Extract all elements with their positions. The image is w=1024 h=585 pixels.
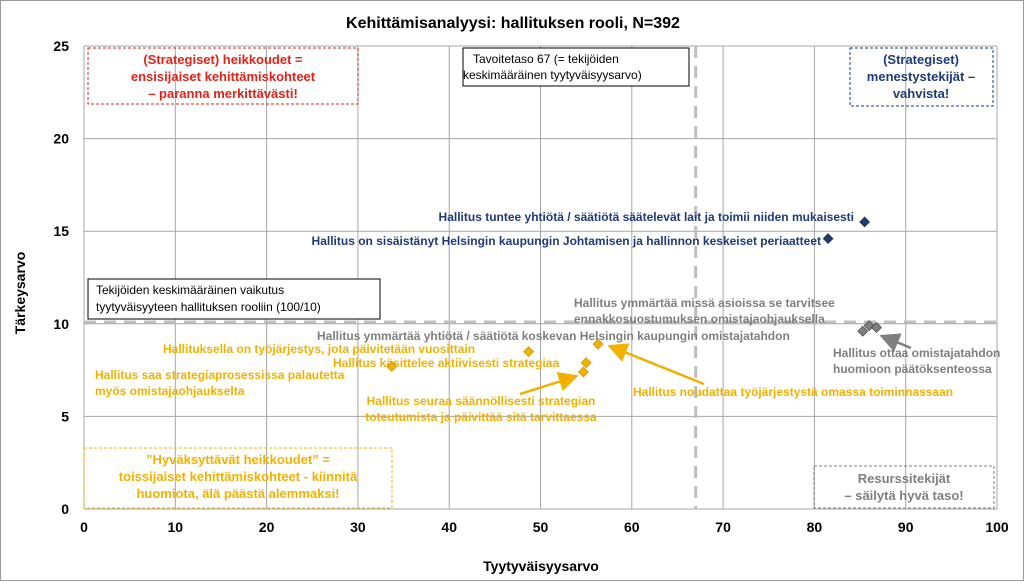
data-point-blue bbox=[822, 233, 834, 245]
label-gray-3: Hallitus ottaa omistajatahdon huomioon pä… bbox=[833, 346, 1000, 376]
x-tick-label: 60 bbox=[624, 519, 640, 535]
label-blue-2: Hallitus on sisäistänyt Helsingin kaupun… bbox=[312, 234, 821, 248]
x-tick-label: 90 bbox=[898, 519, 914, 535]
y-tick-label: 15 bbox=[53, 223, 69, 239]
avg-importance-box bbox=[87, 278, 381, 320]
label-orange-4: Hallitus seuraa säännöllisesti strategia… bbox=[365, 394, 597, 424]
label-gray-2: Hallitus ymmärtää yhtiötä / säätiötä kos… bbox=[317, 329, 790, 343]
label-orange-3: Hallitus käsittelee aktiivisesti strateg… bbox=[333, 356, 559, 370]
y-tick-label: 0 bbox=[61, 501, 69, 517]
data-point-gray bbox=[871, 322, 882, 333]
avg-importance-label: Tekijöiden keskimääräinen vaikutus tyytyv… bbox=[96, 283, 321, 314]
arrow-orange-2 bbox=[519, 371, 579, 396]
quadrant-box-bottom-right bbox=[813, 465, 995, 509]
x-axis-label: Tyytyväisyysarvo bbox=[483, 558, 599, 574]
x-tick-label: 100 bbox=[985, 519, 1009, 535]
label-gray-1: Hallitus ymmärtää missä asioissa se tarv… bbox=[574, 296, 835, 326]
quadrant-label-top-right: (Strategiset) menestystekijät – vahvista! bbox=[867, 52, 975, 101]
arrow-orange-1 bbox=[607, 343, 705, 386]
y-tick-label: 5 bbox=[61, 408, 69, 424]
data-point-orange bbox=[577, 366, 589, 378]
data-point-blue bbox=[859, 216, 871, 228]
label-orange-2: Hallituksella on työjärjestys, jota päiv… bbox=[163, 342, 475, 356]
y-tick-label: 20 bbox=[53, 131, 69, 147]
quadrant-box-bottom-left bbox=[83, 447, 393, 509]
quadrant-box-top-right bbox=[849, 47, 994, 107]
label-blue-1: Hallitus tuntee yhtiötä / säätiötä sääte… bbox=[439, 210, 854, 224]
reference-lines bbox=[84, 46, 997, 509]
quadrant-label-bottom-left: ”Hyväksyttävät heikkoudet” = toissijaiset… bbox=[119, 452, 358, 501]
data-point-orange bbox=[592, 338, 604, 350]
grid-lines bbox=[83, 45, 998, 510]
x-tick-label: 20 bbox=[259, 519, 275, 535]
y-tick-label: 10 bbox=[53, 316, 69, 332]
y-axis-label: Tärkeysarvo bbox=[12, 252, 28, 335]
target-level-label: Tavoitetaso 67 (= tekijöiden keskimääräin… bbox=[463, 52, 642, 82]
y-tick-labels: 0 5 10 15 20 25 bbox=[53, 38, 69, 517]
data-point-gray bbox=[863, 320, 875, 332]
data-point-orange bbox=[580, 357, 592, 369]
x-tick-label: 40 bbox=[441, 519, 457, 535]
x-tick-label: 30 bbox=[350, 519, 366, 535]
arrow-gray-1 bbox=[879, 333, 912, 352]
label-orange-1: Hallitus noudattaa työjärjestystä omassa… bbox=[633, 385, 953, 399]
x-tick-label: 80 bbox=[807, 519, 823, 535]
x-tick-labels: 0 10 20 30 40 50 60 70 80 90 100 bbox=[80, 519, 1009, 535]
x-tick-label: 50 bbox=[533, 519, 549, 535]
label-orange-5: Hallitus saa strategiaprosessissa palaut… bbox=[95, 368, 345, 398]
data-point-gray bbox=[857, 325, 869, 337]
x-tick-label: 10 bbox=[168, 519, 184, 535]
quadrant-label-top-left: (Strategiset) heikkoudet = ensisijaiset k… bbox=[131, 52, 316, 101]
quadrant-box-top-left bbox=[87, 47, 359, 105]
chart-title: Kehittämisanalyysi: hallituksen rooli, N… bbox=[346, 15, 680, 32]
target-level-box bbox=[462, 47, 690, 87]
x-tick-label: 0 bbox=[80, 519, 88, 535]
data-points bbox=[386, 216, 882, 378]
y-tick-label: 25 bbox=[53, 38, 69, 54]
x-tick-label: 70 bbox=[715, 519, 731, 535]
data-point-orange bbox=[386, 360, 398, 372]
quadrant-label-bottom-right: Resurssitekijät – säilytä hyvä taso! bbox=[844, 471, 963, 503]
data-point-orange bbox=[523, 346, 535, 358]
